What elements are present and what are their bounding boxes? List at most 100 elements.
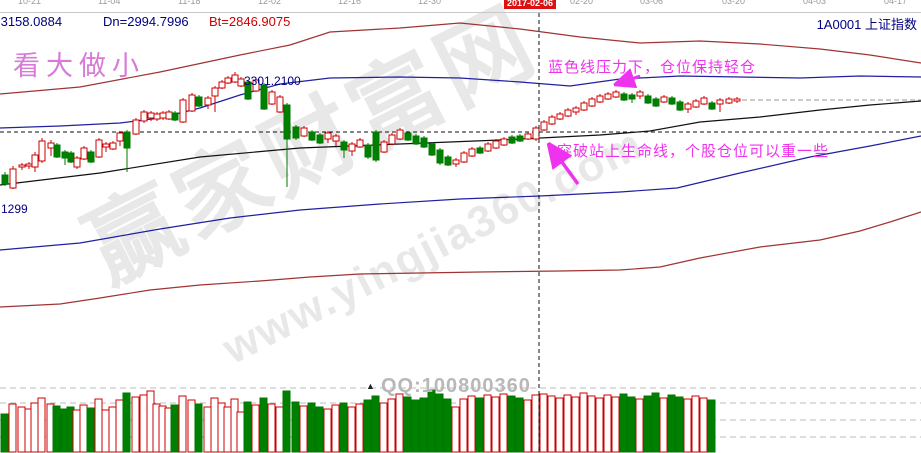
volume-bar — [323, 408, 332, 453]
crosshair-date-badge: 2017-02-06 — [504, 0, 557, 9]
candle-body — [364, 144, 372, 158]
candle-body — [31, 154, 39, 168]
candle-body — [61, 151, 69, 159]
candle-body — [123, 131, 131, 149]
candle-body — [211, 87, 219, 97]
date-tick: 03-20 — [722, 0, 746, 6]
candle-body — [324, 132, 332, 140]
candle-body — [283, 104, 291, 140]
candle-body — [372, 131, 380, 161]
candle-body — [508, 136, 516, 144]
volume-bar — [101, 409, 110, 453]
volume-bar — [37, 397, 46, 453]
candle-body — [218, 81, 226, 89]
candle-body — [276, 96, 284, 113]
candle-body — [660, 96, 668, 103]
volume-bar — [282, 390, 291, 453]
annotation-arrow — [548, 143, 580, 186]
volume-bar — [86, 407, 95, 453]
candle-body — [9, 168, 17, 189]
candle-body — [532, 127, 540, 140]
volume-bar — [475, 397, 484, 453]
volume-bar — [17, 406, 26, 453]
candle-body — [564, 109, 572, 117]
candle-body — [18, 164, 26, 168]
volume-bar — [387, 398, 396, 453]
candle-body — [492, 140, 500, 149]
volume-bar — [94, 398, 103, 453]
volume-bar — [555, 397, 564, 453]
candle-body — [725, 98, 733, 104]
candle-body — [420, 137, 428, 148]
volume-bar — [491, 396, 500, 453]
indicator-up-value: =3158.0884 — [0, 14, 63, 29]
volume-bar — [223, 406, 232, 453]
volume-bar — [459, 398, 468, 453]
volume-bar — [122, 392, 131, 453]
date-tick: 10-21 — [18, 0, 42, 6]
volume-bar — [347, 406, 356, 453]
date-tick: 12-30 — [418, 0, 442, 6]
peak-price-label: 3301.2100 — [244, 74, 301, 88]
candle-body — [644, 95, 652, 104]
annotation-arrow — [614, 76, 641, 85]
date-tick: 12-16 — [338, 0, 362, 6]
volume-bar — [108, 406, 117, 453]
candle-body — [580, 102, 588, 111]
volume-bar — [170, 404, 179, 453]
candle-body — [132, 119, 140, 135]
annotation-breakout-note: 突破站上生命线，个股仓位可以重一些 — [557, 143, 830, 160]
candle-body — [47, 142, 55, 149]
left-price-label: 1299 — [1, 202, 28, 216]
candle-body — [340, 141, 348, 151]
candle-body — [171, 112, 179, 121]
candle-body — [87, 151, 95, 163]
volume-bar — [291, 401, 300, 453]
volume-bar — [178, 395, 187, 453]
volume-bar — [72, 409, 81, 453]
candle-body — [73, 157, 81, 168]
volume-bar — [523, 399, 532, 453]
symbol-name: 1A0001 上证指数 — [816, 17, 917, 32]
candle-body — [316, 134, 324, 144]
candle-body — [95, 139, 103, 158]
volume-bar — [691, 395, 700, 453]
volume-bar — [547, 395, 556, 453]
candle-body — [460, 152, 468, 163]
upper-blue-band-line — [0, 75, 921, 129]
volume-bar — [187, 399, 196, 453]
candle-body — [67, 152, 75, 163]
lower-blue-band-line — [0, 135, 921, 251]
annotation-resistance-note: 蓝色线压力下，仓位保持轻仓 — [548, 59, 757, 76]
volume-bar — [355, 403, 364, 453]
candle-body — [348, 143, 356, 152]
candle-body — [684, 103, 692, 110]
candle-body — [140, 111, 148, 122]
candle-body — [733, 98, 741, 102]
candle-body — [195, 96, 203, 107]
volume-bar — [627, 396, 636, 453]
date-tick: 11-04 — [98, 0, 121, 6]
date-tick: 04-03 — [803, 0, 827, 6]
date-tick: 04-17 — [884, 0, 908, 6]
volume-bar — [131, 396, 140, 453]
date-tick: 12-02 — [258, 0, 282, 6]
candle-body — [700, 97, 708, 105]
candle-body — [588, 98, 596, 107]
candle-body — [396, 129, 404, 140]
volume-bar — [683, 398, 692, 453]
volume-bar — [315, 406, 324, 453]
date-tick: 03-06 — [640, 0, 664, 6]
volume-bar — [707, 399, 716, 453]
volume-bar — [259, 397, 268, 453]
volume-bar — [0, 413, 9, 453]
candle-body — [252, 79, 260, 92]
volume-bar — [203, 406, 212, 453]
candle-body — [102, 143, 110, 148]
candle-body — [80, 147, 88, 160]
candle-body — [237, 78, 245, 87]
candle-body — [620, 93, 628, 101]
volume-bar — [499, 393, 508, 453]
candle-body — [380, 141, 388, 153]
